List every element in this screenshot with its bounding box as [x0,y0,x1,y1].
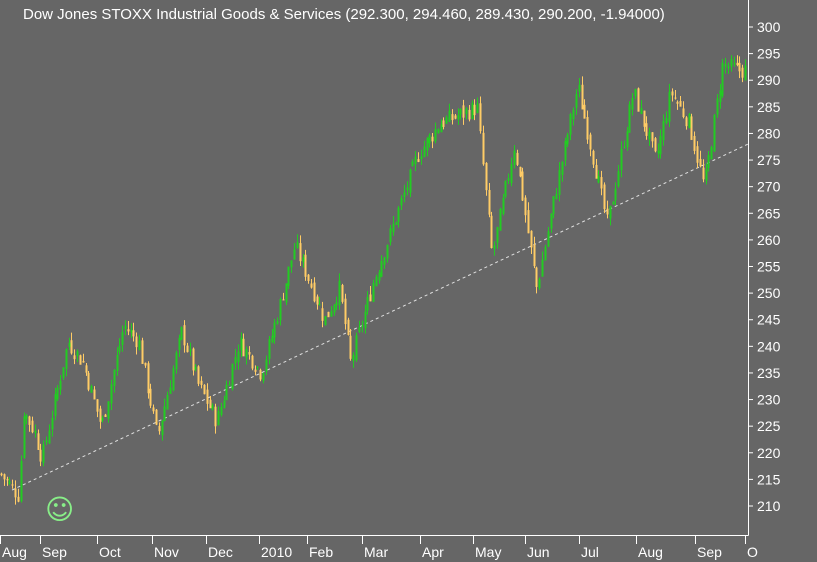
x-tick-label: Jul [581,544,599,560]
x-tick-label: Feb [309,544,333,560]
y-tick-label: 220 [757,445,781,461]
x-tick-label: 2010 [261,544,292,560]
y-tick-label: 255 [757,259,781,275]
y-tick-label: 230 [757,392,781,408]
smiley-icon: ☺ [45,493,74,526]
chart-title: Dow Jones STOXX Industrial Goods & Servi… [23,6,665,23]
y-tick-label: 265 [757,205,781,221]
y-tick-label: 275 [757,152,781,168]
x-tick-label: Sep [42,544,67,560]
y-tick-label: 250 [757,285,781,301]
x-tick-label: Jun [527,544,550,560]
x-tick-label: O [747,544,758,560]
x-tick-label: Oct [99,544,121,560]
y-tick-label: 260 [757,232,781,248]
trendline [11,143,749,491]
y-tick-label: 270 [757,179,781,195]
x-tick-label: Apr [422,544,444,560]
y-tick-label: 245 [757,312,781,328]
y-tick-label: 225 [757,418,781,434]
y-tick-label: 290 [757,72,781,88]
x-tick-label: Mar [364,544,388,560]
y-tick-label: 240 [757,338,781,354]
y-tick-label: 280 [757,125,781,141]
y-tick-label: 300 [757,19,781,35]
y-tick-label: 235 [757,365,781,381]
x-tick-label: Sep [697,544,722,560]
y-tick-label: 210 [757,498,781,514]
x-tick-label: Aug [2,544,27,560]
x-tick-label: Dec [208,544,233,560]
y-tick-label: 285 [757,99,781,115]
x-tick-label: Aug [638,544,663,560]
y-tick-label: 215 [757,471,781,487]
x-tick-label: Nov [154,544,179,560]
y-tick-label: 295 [757,46,781,62]
x-tick-label: May [475,544,501,560]
